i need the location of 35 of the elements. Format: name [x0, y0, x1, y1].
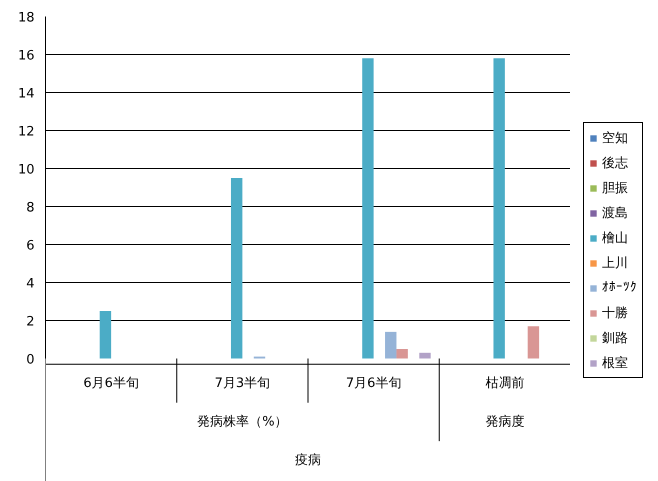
legend-label: 胆振	[602, 180, 628, 197]
legend-label: 十勝	[602, 304, 628, 322]
y-tick-label: 14	[18, 86, 35, 102]
legend-label: ｵﾎｰﾂｸ	[602, 279, 637, 297]
bar	[396, 349, 408, 358]
x-tick-label: 6月6半旬	[83, 376, 139, 391]
legend-label: 後志	[602, 154, 628, 172]
y-tick-label: 0	[26, 352, 35, 368]
text: 疫病	[295, 452, 321, 468]
y-tick-label: 4	[26, 276, 35, 292]
legend-label: 檜山	[602, 230, 628, 247]
y-tick-label: 2	[26, 314, 35, 330]
y-tick-label: 18	[18, 10, 35, 26]
text: 発病度	[485, 413, 524, 430]
text: 発病株率（%）	[197, 413, 288, 430]
legend-label: 空知	[602, 130, 628, 147]
bar	[419, 352, 431, 358]
x-tick-label: 枯凋前	[485, 376, 524, 391]
y-tick-label: 16	[18, 48, 35, 64]
legend-label: 渡島	[602, 204, 628, 222]
bar	[362, 58, 374, 358]
bar	[493, 58, 505, 358]
x-tick-label: 7月3半旬	[214, 376, 270, 391]
y-tick-label: 6	[26, 238, 35, 254]
bar	[385, 332, 396, 358]
legend-label: 上川	[602, 254, 628, 272]
x-tick-label: 7月6半旬	[346, 376, 402, 391]
y-tick-label: 12	[18, 124, 35, 140]
legend-label: 釧路	[602, 330, 628, 347]
y-tick-label: 8	[26, 200, 35, 216]
bar	[230, 178, 242, 358]
y-tick-label: 10	[18, 162, 35, 178]
legend-label: 根室	[602, 354, 628, 372]
bar	[100, 311, 112, 358]
bar	[528, 326, 540, 358]
